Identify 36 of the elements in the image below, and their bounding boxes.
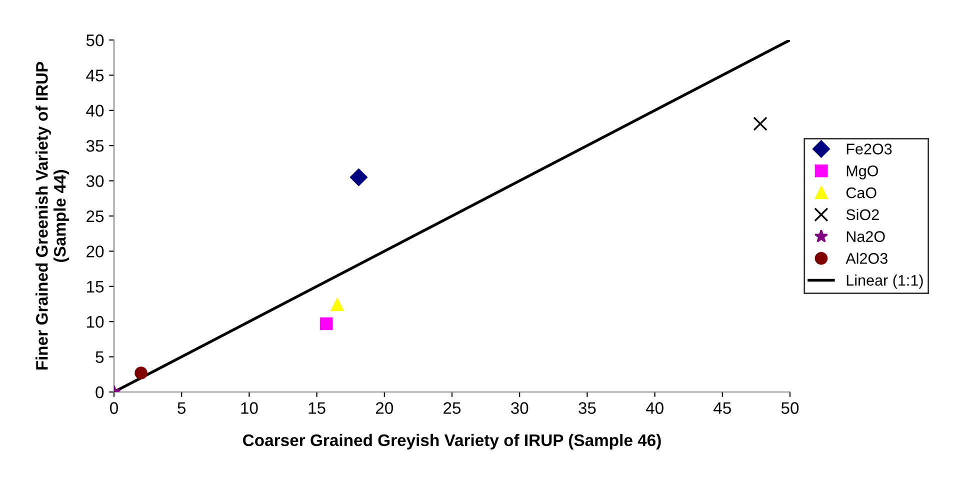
legend-label: Fe2O3 xyxy=(846,144,892,154)
legend-label: Linear (1:1) xyxy=(846,274,923,289)
y-tick-label: 25 xyxy=(86,210,104,222)
point xyxy=(350,168,368,186)
x-axis-title: Coarser Grained Greyish Variety of IRUP (Sample 46) xyxy=(243,434,661,450)
y-tick-label: 20 xyxy=(86,246,104,258)
legend-label: SiO2 xyxy=(846,208,879,220)
x-tick-label: 25 xyxy=(444,402,461,414)
x-tick-label: 50 xyxy=(781,402,799,414)
legend-label: MgO xyxy=(846,166,878,180)
x-tick-label: 40 xyxy=(646,402,664,414)
y-tick-label: 5 xyxy=(96,351,104,364)
y-tick-label: 45 xyxy=(86,70,104,82)
legend-label: Na2O xyxy=(846,231,885,242)
y-tick-label: 50 xyxy=(86,34,104,46)
x-tick-label: 10 xyxy=(241,402,258,414)
point xyxy=(320,317,333,330)
x-tick-label: 20 xyxy=(376,402,394,414)
x-tick-label: 15 xyxy=(308,402,326,414)
y-tick-label: 35 xyxy=(86,140,104,152)
y-tick-label: 0 xyxy=(96,386,104,398)
x-tick-label: 30 xyxy=(510,402,528,414)
x-tick-label: 0 xyxy=(110,402,118,414)
point xyxy=(753,116,768,131)
y-tick-label: 10 xyxy=(87,316,104,328)
x-tick-label: 35 xyxy=(578,402,596,414)
point xyxy=(134,366,148,380)
x-tick-label: 45 xyxy=(714,402,731,414)
y-tick-label: 15 xyxy=(87,280,104,293)
legend-label: Al2O3 xyxy=(846,252,888,264)
y-axis-title: Finer Grained Greenish Variety of IRUP (Sample 44) xyxy=(36,62,70,370)
point xyxy=(330,298,344,312)
y-tick-label: 30 xyxy=(86,175,104,188)
x-tick-label: 5 xyxy=(178,402,186,414)
legend-label: CaO xyxy=(846,187,876,198)
y-tick-label: 40 xyxy=(86,104,104,117)
